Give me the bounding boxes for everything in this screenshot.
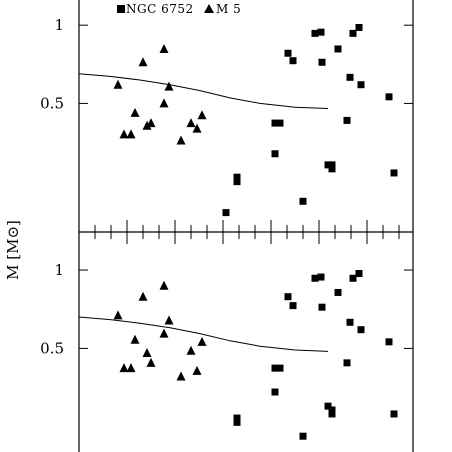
tick-marks xyxy=(78,24,413,349)
m5-point xyxy=(119,129,129,139)
ngc6752-point xyxy=(311,29,319,37)
ngc6752-point xyxy=(346,73,354,81)
m5-point xyxy=(146,118,156,128)
ngc6752-point xyxy=(390,169,398,177)
ngc6752-point xyxy=(357,326,365,334)
ngc6752-point xyxy=(334,288,342,296)
ngc6752-point xyxy=(233,178,241,186)
m5-point xyxy=(126,129,136,139)
ngc6752-point xyxy=(328,410,336,418)
legend-square-marker xyxy=(117,5,125,13)
model-curve xyxy=(78,316,329,352)
legend-triangle-marker xyxy=(204,4,214,13)
m5-point xyxy=(192,365,202,375)
m5-point xyxy=(192,123,202,133)
m5-point xyxy=(130,107,140,117)
ngc6752-point xyxy=(390,410,398,418)
ngc6752-point xyxy=(222,209,230,217)
ngc6752-point xyxy=(271,364,279,372)
m5-point xyxy=(142,348,152,358)
ngc6752-point xyxy=(334,45,342,53)
m5-point xyxy=(130,334,140,344)
legend-ngc-label: NGC 6752 xyxy=(126,2,194,16)
ngc6752-point xyxy=(318,58,326,66)
ngc6752-point xyxy=(324,161,332,169)
m5-point xyxy=(113,310,123,320)
model-curve xyxy=(78,73,329,109)
m5-point xyxy=(186,118,196,128)
m5-point xyxy=(164,315,174,325)
ngc6752-point xyxy=(317,28,325,36)
ngc6752-point xyxy=(385,93,393,101)
m5-point xyxy=(164,81,174,91)
ngc6752-point xyxy=(284,49,292,57)
ngc6752-point xyxy=(299,197,307,205)
m5-point xyxy=(197,336,207,346)
ngc6752-point xyxy=(233,173,241,181)
ngc6752-point xyxy=(343,359,351,367)
m5-point xyxy=(146,357,156,367)
m5-point xyxy=(138,57,148,67)
y-axis-label: M [M⊙] xyxy=(4,220,22,280)
ngc6752-point xyxy=(346,318,354,326)
ngc6752-point xyxy=(311,274,319,282)
ngc6752-point xyxy=(324,402,332,410)
y-tick-label: 0.5 xyxy=(40,339,64,357)
ngc6752-point xyxy=(284,293,292,301)
m5-point xyxy=(159,98,169,108)
y-tick-label: 0.5 xyxy=(40,94,64,112)
m5-point xyxy=(119,363,129,373)
ngc6752-point xyxy=(299,432,307,440)
m5-point xyxy=(176,371,186,381)
ngc6752-point xyxy=(318,303,326,311)
ngc6752-point xyxy=(343,116,351,124)
m5-point xyxy=(113,79,123,89)
ngc6752-point xyxy=(271,388,279,396)
legend: NGC 6752 M 5 xyxy=(117,2,241,16)
m5-point xyxy=(197,110,207,120)
ngc6752-point xyxy=(289,57,297,65)
ngc6752-point xyxy=(328,406,336,414)
ngc6752-point xyxy=(289,302,297,310)
ngc6752-point xyxy=(349,274,357,282)
ngc6752-point xyxy=(328,165,336,173)
ngc6752-point xyxy=(317,273,325,281)
m5-point xyxy=(176,135,186,145)
ngc6752-point xyxy=(233,414,241,422)
m5-point xyxy=(186,345,196,355)
ngc6752-point xyxy=(357,81,365,89)
ngc6752-point xyxy=(328,161,336,169)
ngc6752-point xyxy=(233,418,241,426)
m5-point xyxy=(126,363,136,373)
y-tick-label: 1 xyxy=(54,16,64,34)
m5-point xyxy=(142,120,152,130)
y-tick-labels: 1 0.5 1 0.5 xyxy=(40,16,64,357)
ngc6752-point xyxy=(355,269,363,277)
legend-m5-label: M 5 xyxy=(216,2,241,16)
chart-marks xyxy=(78,23,398,440)
ngc6752-point xyxy=(271,150,279,158)
ngc6752-point xyxy=(355,23,363,31)
m5-point xyxy=(159,328,169,338)
m5-point xyxy=(138,291,148,301)
m5-point xyxy=(159,280,169,290)
ngc6752-point xyxy=(385,338,393,346)
ngc6752-point xyxy=(271,119,279,127)
ngc6752-point xyxy=(276,364,284,372)
m5-point xyxy=(159,43,169,53)
ngc6752-point xyxy=(349,29,357,37)
ngc6752-point xyxy=(276,119,284,127)
y-tick-label: 1 xyxy=(54,261,64,279)
